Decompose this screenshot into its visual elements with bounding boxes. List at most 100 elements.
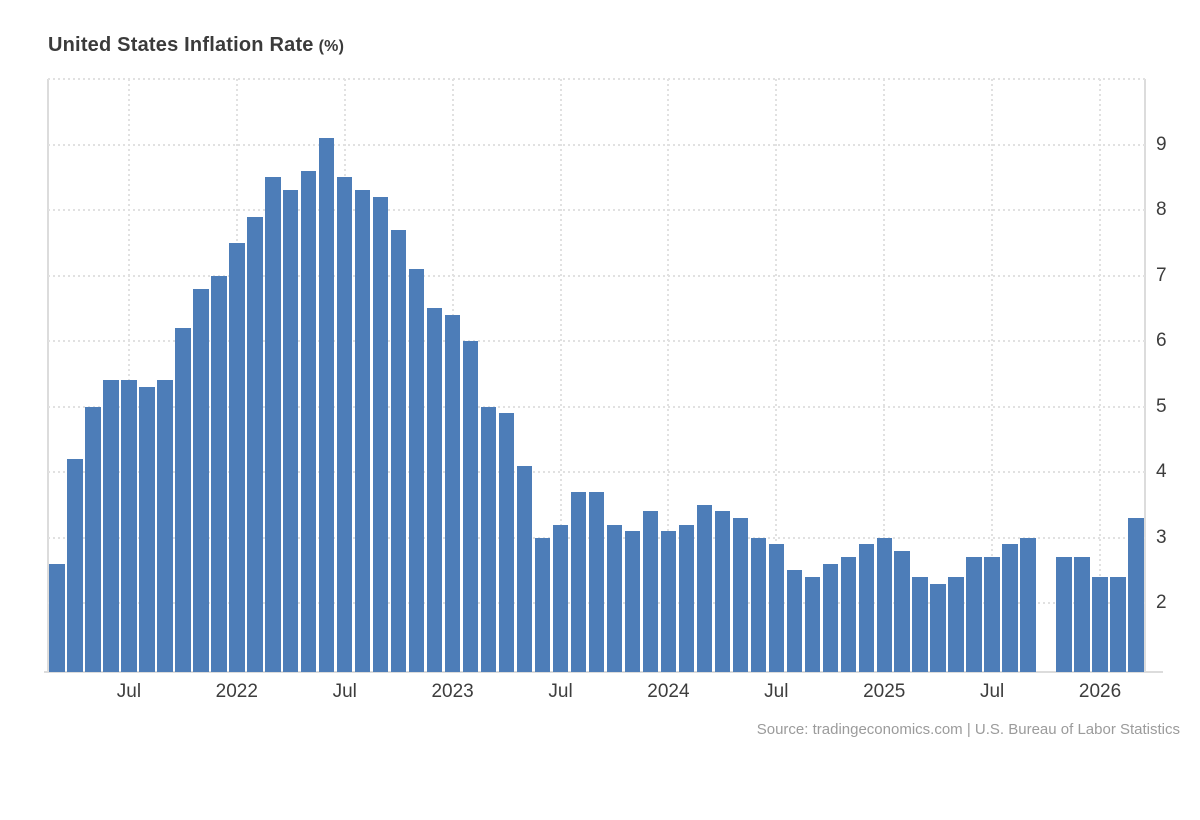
h-gridline-4	[48, 471, 1145, 474]
v-gridline-2024-01	[667, 79, 670, 672]
bar-2025-05[interactable]	[948, 577, 964, 672]
bar-2022-01[interactable]	[229, 242, 245, 672]
bar-2023-06[interactable]	[534, 537, 551, 672]
bar-2022-10[interactable]	[390, 229, 407, 672]
bar-2023-09[interactable]	[588, 491, 605, 672]
bar-2025-02[interactable]	[894, 550, 910, 672]
h-gridline-6	[48, 340, 1145, 343]
bar-2021-08[interactable]	[139, 386, 155, 672]
bar-2021-04[interactable]	[67, 459, 83, 672]
h-gridline-8	[48, 209, 1145, 212]
x-tick-label-2023-07: Jul	[548, 681, 573, 702]
bar-2024-05[interactable]	[732, 518, 749, 672]
y-tick-label-4: 4	[1156, 461, 1167, 483]
chart-title-text: United States Inflation Rate	[48, 34, 314, 56]
bar-2024-02[interactable]	[678, 524, 695, 672]
bar-2021-09[interactable]	[157, 380, 173, 672]
bar-2022-08[interactable]	[354, 190, 371, 672]
bar-2021-11[interactable]	[193, 288, 209, 672]
bar-2023-05[interactable]	[516, 465, 533, 672]
bar-2024-08[interactable]	[786, 570, 803, 672]
bar-2023-08[interactable]	[570, 491, 587, 672]
bar-2021-07[interactable]	[121, 380, 137, 672]
source-attribution: Source: tradingeconomics.com | U.S. Bure…	[756, 721, 1180, 738]
bar-2022-02[interactable]	[247, 216, 263, 672]
y-tick-label-6: 6	[1156, 330, 1167, 352]
x-tick-label-2021-07: Jul	[116, 681, 142, 702]
bar-2023-07[interactable]	[552, 524, 569, 672]
x-tick-label-2022-01: 2022	[215, 681, 258, 702]
bar-2023-01[interactable]	[444, 314, 461, 672]
v-gridline-2023-07	[559, 79, 562, 672]
y-tick-label-9: 9	[1156, 133, 1167, 155]
chart-title-unit: (%)	[318, 38, 345, 55]
bar-2024-07[interactable]	[768, 544, 785, 672]
bar-2025-09[interactable]	[1020, 537, 1036, 672]
bar-2022-06[interactable]	[319, 137, 335, 672]
x-axis-line	[44, 671, 1163, 673]
bar-2022-11[interactable]	[408, 269, 425, 672]
bar-2024-03[interactable]	[696, 504, 713, 672]
y-axis-line-right	[1144, 79, 1146, 673]
chart-title: United States Inflation Rate (%)	[48, 34, 344, 57]
bar-2025-07[interactable]	[984, 557, 1000, 672]
x-tick-label-2025-01: 2025	[863, 681, 906, 702]
bar-2023-12[interactable]	[642, 511, 659, 672]
bar-2022-09[interactable]	[372, 196, 389, 672]
y-tick-label-5: 5	[1156, 395, 1167, 417]
bar-2024-11[interactable]	[840, 557, 856, 672]
v-gridline-2021-07	[127, 79, 130, 672]
v-gridline-2025-01	[883, 79, 886, 672]
bar-2024-04[interactable]	[714, 511, 731, 672]
y-tick-label-8: 8	[1156, 199, 1167, 221]
plot-top-gridline	[48, 78, 1145, 80]
bar-2025-04[interactable]	[930, 583, 946, 672]
v-gridline-2025-07	[991, 79, 994, 672]
x-tick-label-2022-07: Jul	[332, 681, 357, 702]
bar-2022-05[interactable]	[301, 170, 317, 672]
bar-2023-04[interactable]	[498, 413, 515, 672]
x-tick-label-2025-07: Jul	[979, 681, 1005, 702]
bar-2021-12[interactable]	[211, 275, 227, 672]
bar-2021-06[interactable]	[103, 380, 119, 672]
x-tick-label-2023-01: 2023	[431, 681, 474, 702]
bar-2023-11[interactable]	[624, 531, 641, 672]
bar-2026-02[interactable]	[1110, 577, 1126, 672]
bar-2021-05[interactable]	[85, 406, 101, 672]
h-gridline-5	[48, 405, 1145, 408]
y-tick-label-3: 3	[1156, 526, 1167, 548]
bar-2025-03[interactable]	[912, 577, 928, 672]
y-tick-label-7: 7	[1156, 264, 1167, 286]
bar-2025-06[interactable]	[966, 557, 982, 672]
y-tick-label-2: 2	[1156, 592, 1167, 614]
bar-2022-03[interactable]	[265, 177, 281, 672]
bar-2025-12[interactable]	[1074, 557, 1090, 672]
bar-2021-10[interactable]	[175, 328, 191, 672]
plot-area[interactable]	[48, 78, 1145, 672]
y-axis-line-left	[47, 79, 49, 673]
bar-2025-01[interactable]	[876, 537, 892, 672]
bar-2022-04[interactable]	[283, 190, 299, 672]
bar-2023-02[interactable]	[462, 341, 479, 672]
x-tick-label-2024-01: 2024	[647, 681, 690, 702]
bar-2025-11[interactable]	[1056, 557, 1072, 672]
x-tick-label-2026-01: 2026	[1078, 681, 1122, 702]
bar-2023-10[interactable]	[606, 524, 623, 672]
h-gridline-9	[48, 143, 1145, 146]
bar-2024-10[interactable]	[822, 563, 838, 672]
bar-2023-03[interactable]	[480, 406, 497, 672]
x-tick-label-2024-07: Jul	[764, 681, 789, 702]
bar-2021-03[interactable]	[49, 563, 65, 672]
h-gridline-7	[48, 274, 1145, 277]
bar-2024-09[interactable]	[804, 577, 821, 672]
v-gridline-2026-01	[1099, 79, 1102, 672]
bar-2022-12[interactable]	[426, 308, 443, 672]
bar-2022-07[interactable]	[336, 177, 353, 672]
bar-2025-08[interactable]	[1002, 544, 1018, 672]
bar-2024-12[interactable]	[858, 544, 874, 672]
bar-2026-03[interactable]	[1128, 518, 1144, 672]
bar-2024-06[interactable]	[750, 537, 767, 672]
bar-2024-01[interactable]	[660, 531, 677, 672]
bar-2026-01[interactable]	[1092, 577, 1108, 672]
